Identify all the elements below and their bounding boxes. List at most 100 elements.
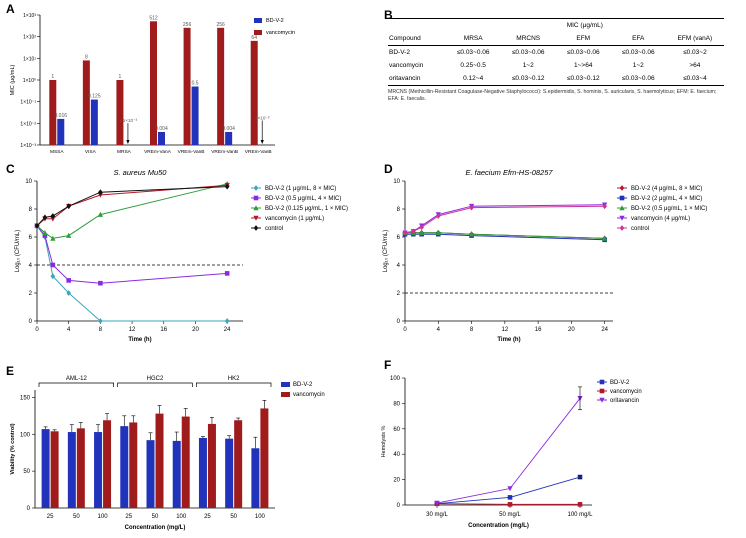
c-y-tick-label: 6: [29, 235, 33, 241]
d-legend-label: control: [631, 226, 649, 232]
a-data-label: 64: [251, 35, 257, 41]
table-cell: ≤0.03~4: [665, 72, 724, 86]
f-series-line: [436, 476, 581, 505]
f-x-tick-label: 50 mg/L: [499, 512, 521, 518]
a-data-label: 1.5×10⁻³: [119, 118, 138, 123]
c-x-axis-label: Time (h): [128, 337, 151, 343]
a-x-tick-label: MRSA: [117, 149, 132, 155]
panel-b-letter: B: [384, 8, 393, 22]
d-data-point: [419, 224, 424, 231]
d-data-point: [469, 204, 474, 211]
table-empty-cell: [388, 18, 446, 32]
d-legend-label: BD-V-2 (4 μg/mL, 8 × MIC): [631, 186, 702, 192]
f-y-axis-label: Hemolysis %: [381, 426, 387, 458]
c-data-point: [224, 183, 230, 190]
d-x-tick-label: 8: [470, 327, 474, 333]
a-x-tick-label: VREm-VanB: [211, 149, 238, 155]
c-data-point: [66, 278, 71, 283]
a-y-tick-label: 1×10⁻¹: [20, 100, 36, 106]
a-arrow-head: [260, 140, 264, 144]
f-data-point: [507, 502, 513, 507]
table-cell: ≤0.03~2: [683, 49, 707, 56]
table-row: BD-V-2 ≤0.03~0.06 ≤0.03~0.06 ≤0.03~0.06 …: [388, 46, 724, 60]
table-cell: 0.25~0.5: [460, 62, 486, 69]
e-y-tick-label: 100: [20, 432, 31, 438]
d-data-point: [602, 203, 607, 210]
e-bar: [129, 422, 138, 508]
e-legend-swatch: [281, 382, 290, 387]
panel-a-letter: A: [6, 2, 15, 16]
f-legend-label: vancomycin: [610, 389, 642, 395]
c-y-tick-label: 2: [29, 291, 33, 297]
c-series-line: [36, 183, 228, 239]
e-bar: [181, 416, 190, 508]
a-legend-label: vancomycin: [266, 30, 295, 36]
d-y-tick-label: 8: [397, 207, 401, 213]
table-cell: 1~2: [522, 62, 534, 69]
a-y-tick-label: 1×10¹: [23, 56, 36, 62]
f-legend-marker: [599, 388, 605, 394]
c-y-tick-label: 0: [29, 319, 33, 325]
a-data-label: 256: [183, 22, 192, 28]
row-compound: vancomycin: [389, 62, 424, 69]
e-x-tick-label: 100: [176, 514, 187, 520]
d-data-point: [602, 235, 608, 241]
c-x-tick-label: 16: [160, 327, 167, 333]
e-y-axis-label: Viability (% control): [10, 423, 16, 474]
d-legend-marker: [619, 215, 625, 221]
a-x-tick-label: VISA: [85, 149, 97, 155]
a-y-tick-label: 1×10⁻³: [20, 143, 36, 149]
c-x-tick-label: 12: [129, 327, 136, 333]
d-y-tick-label: 6: [397, 235, 401, 241]
f-legend-marker: [599, 379, 605, 385]
e-legend-label: BD-V-2: [293, 382, 313, 388]
d-data-point: [419, 230, 425, 236]
f-y-tick-label: 20: [393, 478, 400, 484]
e-bar: [94, 432, 103, 508]
panel-e-letter: E: [6, 364, 15, 378]
e-bar: [234, 420, 243, 508]
e-x-tick-label: 25: [125, 514, 132, 520]
a-bar-bdv2: [158, 131, 165, 145]
a-y-tick-label: 1×10⁻²: [20, 121, 36, 127]
e-group-label: HGC2: [147, 376, 164, 382]
d-data-point: [468, 231, 475, 237]
a-data-label: 1: [51, 74, 54, 80]
d-series-line: [404, 205, 605, 234]
c-data-point: [98, 280, 103, 286]
c-y-tick-label: 4: [29, 263, 33, 269]
table-cell: ≤0.03~0.06: [621, 49, 655, 56]
table-cell: ≤0.03~0.06: [511, 49, 545, 56]
a-bar-vancomycin: [49, 80, 57, 145]
c-data-point: [224, 318, 230, 324]
table-row: oritavancin 0.12~4 ≤0.03~0.12 ≤0.03~0.12…: [388, 72, 724, 86]
chart-f: 0 20 40 60 80 100 30 mg/L 50 mg/L 100 mg/L Concen…: [381, 376, 642, 529]
table-cell: 1~2: [632, 62, 644, 69]
d-x-tick-label: 24: [601, 327, 608, 333]
a-data-label: 1: [119, 74, 122, 80]
d-title: E. faecium Efm-HS-08257: [465, 168, 553, 177]
d-data-point: [411, 228, 416, 235]
col-efm-vana: EFM (vanA): [665, 32, 724, 46]
e-group-bracket: [38, 382, 115, 387]
a-bar-bdv2: [225, 131, 233, 145]
d-x-axis-label: Time (h): [497, 337, 520, 343]
e-legend-label: vancomycin: [293, 392, 325, 398]
a-x-tick-label: VREm-VanB: [245, 149, 272, 155]
col-mrcns: MRCNS: [500, 32, 556, 46]
e-x-tick-label: 50: [230, 514, 237, 520]
c-series-line: [36, 225, 228, 284]
table-cell: ≤0.03~0.06: [456, 49, 490, 56]
c-legend-marker: [253, 225, 259, 231]
d-legend-marker: [619, 185, 625, 191]
a-data-label: 8: [85, 54, 88, 60]
a-data-label: 0.125: [88, 94, 101, 100]
a-data-label: 0.004: [222, 126, 235, 132]
d-y-tick-label: 2: [397, 291, 401, 297]
c-x-tick-label: 24: [224, 327, 231, 333]
c-data-point: [66, 203, 71, 210]
c-legend-marker: [253, 185, 259, 191]
c-data-point: [50, 262, 56, 268]
c-legend-label: BD-V-2 (0.5 μg/mL, 4 × MIC): [265, 196, 341, 202]
